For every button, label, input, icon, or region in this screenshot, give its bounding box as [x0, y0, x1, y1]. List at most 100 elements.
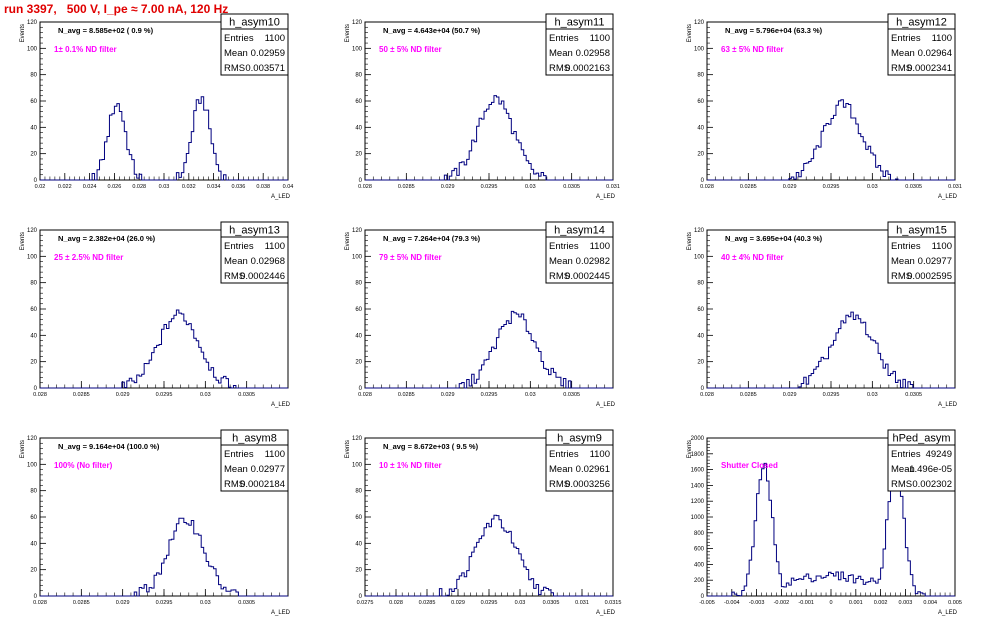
stats-value: 0.02977: [251, 464, 285, 475]
y-tick-label: 0: [359, 594, 363, 600]
y-tick-label: 1600: [691, 468, 705, 474]
stats-value: 0.02977: [918, 256, 952, 267]
x-tick-label: 0.022: [58, 184, 72, 190]
histogram-panel-h_asym8: 0 20 40 60 80 100 120 0.028 0.0285 0.029 0.0295 0.0…: [20, 429, 291, 616]
y-tick-label: 20: [355, 360, 362, 366]
histogram-line: [365, 95, 613, 181]
filter-label: 25 ± 2.5% ND filter: [54, 253, 123, 262]
y-tick-label: 40: [697, 125, 704, 131]
y-tick-label: 2000: [691, 436, 705, 442]
stats-box: h_asym9 Entries 1100 Mean 0.02961 RMS0.000325…: [545, 429, 614, 492]
y-tick-label: 60: [355, 515, 362, 521]
y-tick-label: 80: [30, 281, 37, 287]
x-tick-label: 0.0285: [73, 392, 90, 398]
stats-value: 0.0002341: [907, 63, 952, 74]
stats-value: 0.02961: [576, 464, 610, 475]
x-tick-label: 0.028: [33, 600, 47, 606]
stats-label: RMS: [549, 479, 570, 490]
stats-value: 1100: [590, 33, 610, 44]
y-tick-label: 40: [355, 541, 362, 547]
stats-box-frame: [545, 429, 614, 492]
stats-value: 0.02959: [251, 48, 285, 59]
y-tick-label: 0: [34, 386, 38, 392]
y-tick-label: 0: [359, 386, 363, 392]
x-tick-label: 0.03: [200, 600, 211, 606]
x-tick-label: 0.026: [108, 184, 122, 190]
stats-label: Entries: [891, 241, 921, 252]
stats-value: 0.02964: [918, 48, 952, 59]
n-avg-label: N_avg = 3.695e+04 (40.3 %): [725, 234, 823, 243]
y-tick-label: 20: [697, 360, 704, 366]
x-tick-label: 0.001: [849, 600, 863, 606]
stats-box-frame: [545, 221, 614, 284]
histogram-panel-h_asym14: 0 20 40 60 80 100 120 0.028 0.0285 0.029 0.0295 0.0…: [345, 221, 616, 408]
x-tick-label: 0.028: [700, 184, 714, 190]
histogram-name: h_asym11: [555, 17, 605, 29]
stats-box-frame: [887, 13, 956, 76]
x-tick-label: 0.028: [389, 600, 403, 606]
x-tick-label: 0.03: [525, 392, 536, 398]
stats-value: 0.0002184: [240, 479, 285, 490]
x-tick-label: 0.003: [899, 600, 913, 606]
histogram-panel-h_asym11: 0 20 40 60 80 100 120 0.028 0.0285 0.029 0.0295 0.0…: [345, 13, 620, 200]
y-tick-label: 40: [30, 333, 37, 339]
x-tick-label: 0.0305: [905, 392, 922, 398]
y-tick-label: 80: [355, 489, 362, 495]
stats-label: Entries: [549, 33, 579, 44]
filter-label: 63 ± 5% ND filter: [721, 45, 784, 54]
x-tick-label: 0.0305: [543, 600, 560, 606]
y-tick-label: 120: [27, 20, 38, 26]
x-tick-label: 0.0285: [73, 600, 90, 606]
stats-label: Mean: [224, 256, 248, 267]
stats-value: 1100: [590, 241, 610, 252]
stats-label: RMS: [891, 479, 912, 490]
filter-label: 1± 0.1% ND filter: [54, 45, 117, 54]
x-tick-label: 0.0275: [357, 600, 374, 606]
stats-box: h_asym13 Entries 1100 Mean 0.02968 RMS0.00024…: [220, 221, 289, 284]
stats-label: Entries: [224, 449, 254, 460]
histogram-line: [707, 99, 955, 181]
histogram-panel-h_asym9: 0 20 40 60 80 100 120 0.0275 0.028 0.0285 0.029 0.0…: [345, 429, 621, 616]
histogram-line: [365, 310, 613, 389]
stats-box-frame: [887, 429, 956, 492]
y-tick-label: 20: [355, 568, 362, 574]
x-tick-label: 0.0285: [740, 392, 757, 398]
x-tick-label: 0.0295: [156, 392, 173, 398]
y-tick-label: 20: [30, 152, 37, 158]
histogram-panel-hPed_asym: 0 200 400 600 800 1000 1200 1400 1600 1800 2000 -0.…: [687, 429, 962, 616]
histogram-line: [707, 311, 955, 389]
stats-box-frame: [220, 13, 289, 76]
y-tick-label: 600: [694, 547, 705, 553]
y-tick-label: 800: [694, 531, 705, 537]
x-tick-label: 0.028: [358, 184, 372, 190]
x-tick-label: 0.029: [783, 184, 797, 190]
y-tick-label: 100: [352, 462, 363, 468]
n-avg-label: N_avg = 7.264e+04 (79.3 %): [383, 234, 481, 243]
stats-value: 1100: [265, 449, 285, 460]
stats-value: 0.02968: [251, 256, 285, 267]
y-tick-label: 400: [694, 562, 705, 568]
stats-value: 49249: [926, 449, 952, 460]
y-axis-title: Events: [687, 24, 693, 42]
y-axis-title: Events: [20, 232, 26, 250]
histogram-line: [40, 517, 288, 597]
y-tick-label: 120: [27, 228, 38, 234]
y-tick-label: 100: [27, 46, 38, 52]
x-axis-title: A_LED: [938, 610, 958, 616]
histogram-name: h_asym13: [229, 225, 280, 237]
x-axis-title: A_LED: [596, 194, 616, 200]
stats-label: Mean: [224, 464, 248, 475]
stats-label: RMS: [891, 271, 912, 282]
y-tick-label: 100: [694, 46, 705, 52]
stats-label: Mean: [549, 256, 573, 267]
y-tick-label: 60: [697, 99, 704, 105]
stats-box: h_asym10 Entries 1100 Mean 0.02959 RMS 0.00357…: [220, 13, 289, 76]
x-tick-label: -0.001: [798, 600, 814, 606]
x-tick-label: 0.0285: [419, 600, 436, 606]
stats-label: RMS: [891, 63, 912, 74]
filter-label: 100% (No filter): [54, 461, 113, 470]
x-tick-label: 0.03: [515, 600, 526, 606]
stats-value: 0.002302: [912, 479, 952, 490]
stats-label: RMS: [549, 63, 570, 74]
